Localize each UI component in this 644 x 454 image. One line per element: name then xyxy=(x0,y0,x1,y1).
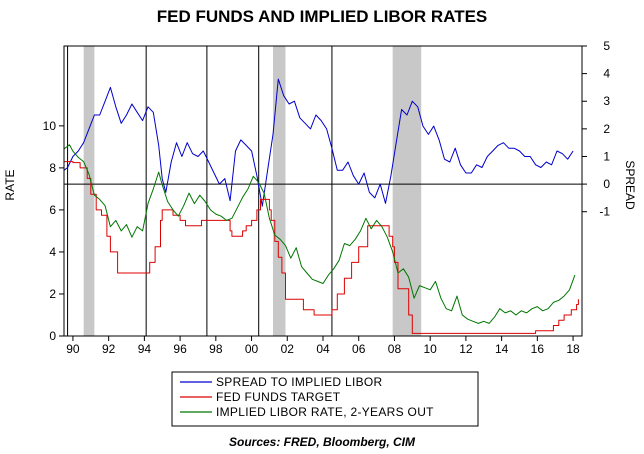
legend-label-1: FED FUNDS TARGET xyxy=(216,390,341,404)
x-axis-ticks: 90 92 94 96 98 00 02 04 06 08 10 12 14 16 18 xyxy=(66,336,580,356)
left-axis-label: RATE xyxy=(3,169,17,200)
vertical-reference-lines xyxy=(67,46,333,336)
left-tick-label-0: 0 xyxy=(49,329,56,343)
left-tick-label-1: 2 xyxy=(49,287,56,301)
x-tick-label-7: 04 xyxy=(316,342,330,356)
recession-band-2 xyxy=(392,46,422,336)
series-lines xyxy=(63,78,579,334)
x-tick-label-9: 08 xyxy=(388,342,402,356)
left-tick-label-3: 6 xyxy=(49,203,56,217)
plot-frame xyxy=(63,45,583,337)
right-axis-label: SPREAD xyxy=(623,160,637,210)
chart-title: FED FUNDS AND IMPLIED LIBOR RATES xyxy=(157,7,488,26)
series-line-2 xyxy=(63,144,576,324)
recession-bands xyxy=(83,46,422,336)
right-axis-ticks: -1 0 1 2 3 4 5 xyxy=(582,39,610,219)
left-axis-ticks: 0 2 4 6 8 10 xyxy=(43,119,64,343)
right-tick-label-1: 0 xyxy=(603,177,610,191)
left-tick-label-2: 4 xyxy=(49,245,56,259)
x-tick-label-11: 12 xyxy=(459,342,473,356)
x-tick-label-2: 94 xyxy=(138,342,152,356)
legend-label-0: SPREAD TO IMPLIED LIBOR xyxy=(216,375,383,389)
right-tick-label-5: 4 xyxy=(603,67,610,81)
recession-band-0 xyxy=(83,46,95,336)
x-tick-label-12: 14 xyxy=(495,342,509,356)
x-tick-label-0: 90 xyxy=(66,342,80,356)
x-tick-label-6: 02 xyxy=(281,342,295,356)
x-tick-label-10: 10 xyxy=(423,342,437,356)
recession-band-1 xyxy=(272,46,286,336)
x-tick-label-5: 00 xyxy=(245,342,259,356)
series-line-1 xyxy=(64,161,579,334)
x-tick-label-4: 98 xyxy=(209,342,223,356)
x-tick-label-3: 96 xyxy=(173,342,187,356)
right-tick-label-3: 2 xyxy=(603,122,610,136)
x-tick-label-1: 92 xyxy=(102,342,116,356)
chart-source: Sources: FRED, Bloomberg, CIM xyxy=(229,435,416,449)
x-tick-label-13: 16 xyxy=(531,342,545,356)
left-tick-label-4: 8 xyxy=(49,161,56,175)
x-tick-label-8: 06 xyxy=(352,342,366,356)
series-line-0 xyxy=(63,78,574,207)
x-tick-label-14: 18 xyxy=(566,342,580,356)
right-tick-label-6: 5 xyxy=(603,39,610,53)
right-tick-label-0: -1 xyxy=(599,205,610,219)
right-tick-label-4: 3 xyxy=(603,94,610,108)
legend-box xyxy=(171,371,479,427)
right-tick-label-2: 1 xyxy=(603,149,610,163)
left-tick-label-5: 10 xyxy=(43,119,57,133)
legend-label-2: IMPLIED LIBOR RATE, 2-YEARS OUT xyxy=(216,405,434,419)
